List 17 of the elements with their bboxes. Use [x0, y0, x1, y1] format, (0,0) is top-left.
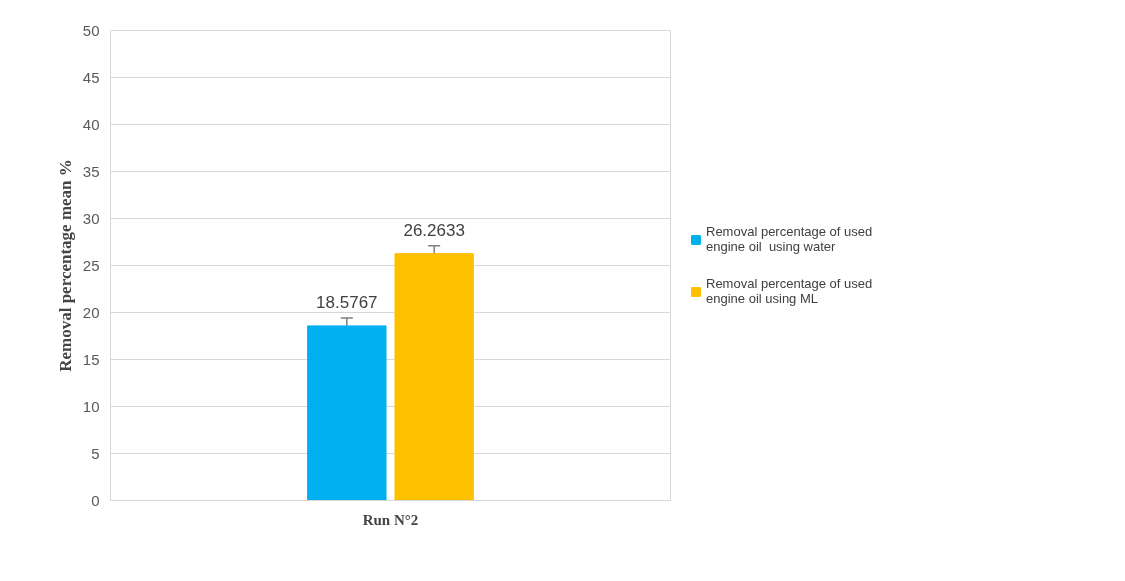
- legend-label: Removal percentage of used engine oil using ML: [706, 276, 873, 306]
- y-tick-label: 45: [82, 68, 100, 86]
- legend-label: Removal percentage of used engine oil using water: [706, 224, 873, 254]
- data-label: 18.5767: [316, 292, 378, 312]
- y-tick-label: 20: [82, 303, 100, 321]
- data-label: 26.2633: [403, 220, 465, 240]
- y-tick-label: 50: [82, 21, 100, 39]
- y-axis-title: Removal percentage mean %: [55, 159, 75, 372]
- y-tick-label: 10: [82, 397, 100, 415]
- y-tick-label: 5: [91, 444, 100, 462]
- x-tick-label: Run N°2: [362, 511, 419, 528]
- y-tick-label: 0: [91, 491, 100, 509]
- y-tick-label: 25: [82, 256, 100, 274]
- y-tick-label: 30: [82, 209, 100, 227]
- y-tick-label: 35: [82, 162, 100, 180]
- y-tick-label: 40: [82, 115, 100, 133]
- y-tick-label: 15: [82, 350, 100, 368]
